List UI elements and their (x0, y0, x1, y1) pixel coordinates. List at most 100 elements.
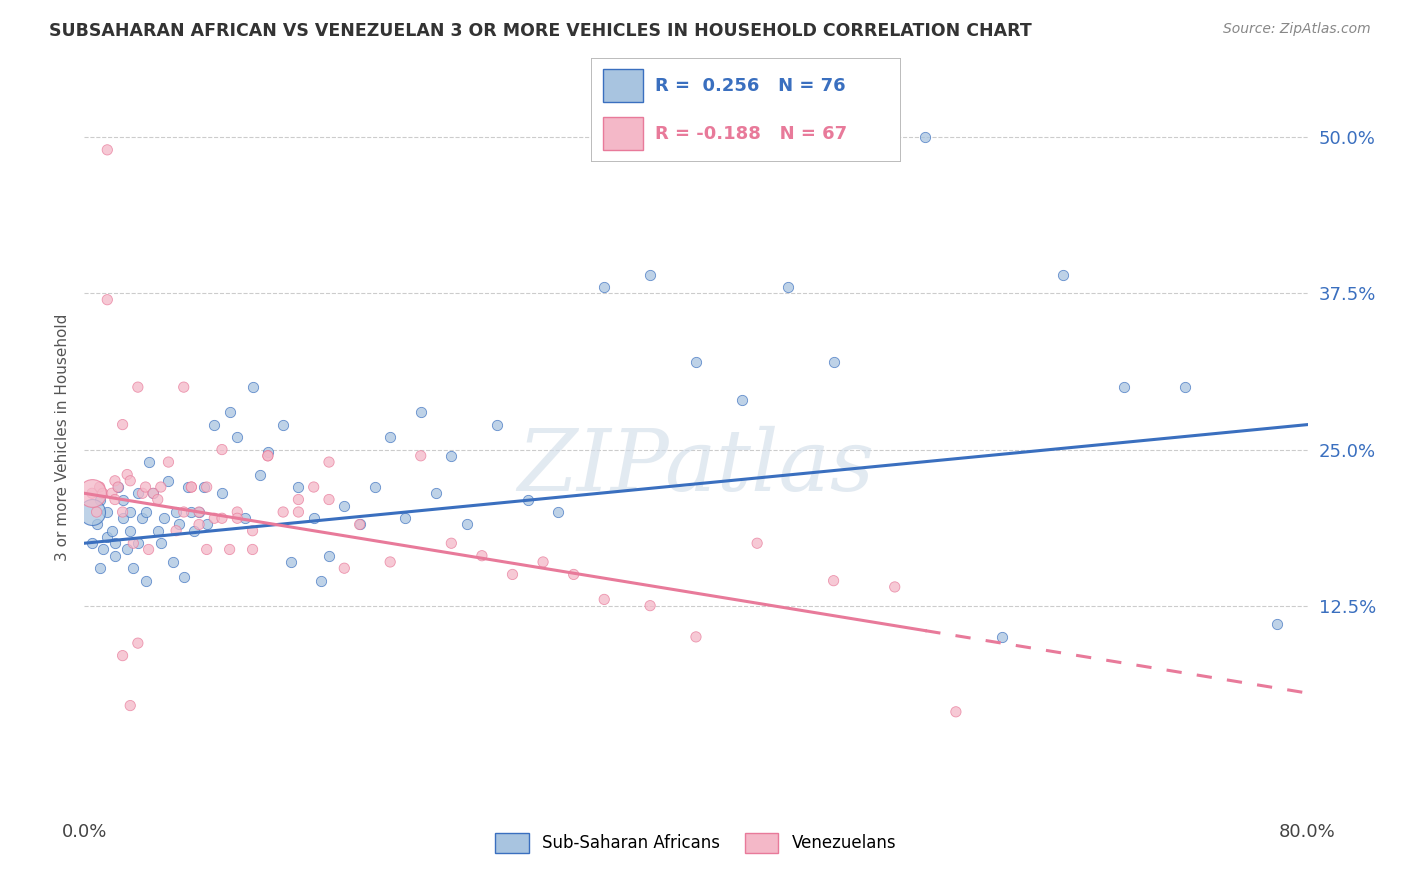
Point (111, 492, 134, 507)
Point (135, 505, 157, 519)
Point (135, 480, 157, 494)
Point (96, 505, 118, 519)
Point (195, 480, 218, 494)
Point (425, 486, 447, 500)
Point (486, 417, 509, 432)
Point (349, 517, 371, 532)
Point (138, 542, 160, 557)
Point (127, 636, 149, 650)
Point (257, 449, 280, 463)
Point (104, 492, 127, 507)
Point (311, 574, 333, 588)
Point (89, 480, 111, 494)
Point (226, 511, 249, 525)
Point (1174, 380, 1197, 394)
Point (173, 380, 195, 394)
Text: ZIPatlas: ZIPatlas (517, 425, 875, 508)
Point (80, 486, 103, 500)
Point (394, 511, 416, 525)
Point (318, 455, 340, 469)
Point (249, 467, 271, 482)
Point (287, 505, 309, 519)
Point (409, 405, 432, 419)
Point (193, 480, 215, 494)
Point (115, 542, 138, 557)
Point (1114, 380, 1136, 394)
Point (120, 698, 142, 713)
Point (165, 505, 187, 519)
Point (257, 445, 280, 459)
Point (157, 474, 180, 488)
Point (242, 542, 264, 557)
Point (685, 630, 707, 644)
Point (914, 130, 936, 145)
Point (380, 430, 402, 444)
Point (195, 517, 218, 532)
Point (127, 486, 149, 500)
Point (96, 143, 118, 157)
Point (685, 355, 707, 369)
Point (440, 536, 463, 550)
Point (188, 505, 211, 519)
Point (120, 505, 142, 519)
Point (318, 492, 340, 507)
Point (80, 486, 103, 500)
Point (122, 536, 145, 550)
Point (823, 355, 845, 369)
Point (135, 574, 157, 588)
Point (440, 449, 463, 463)
Point (122, 561, 145, 575)
Point (302, 480, 325, 494)
Point (104, 549, 127, 563)
Point (593, 280, 616, 294)
Point (202, 417, 225, 432)
Point (211, 442, 233, 457)
Point (364, 480, 387, 494)
Point (531, 555, 554, 569)
Point (101, 524, 124, 538)
Point (120, 474, 142, 488)
Point (257, 449, 280, 463)
Point (318, 549, 340, 563)
Point (131, 511, 153, 525)
Point (945, 705, 967, 719)
Point (180, 480, 202, 494)
Point (409, 449, 432, 463)
Point (86, 505, 108, 519)
Point (333, 561, 356, 575)
Point (471, 549, 494, 563)
Point (242, 380, 264, 394)
Point (195, 542, 218, 557)
Point (138, 455, 160, 469)
Point (86, 517, 108, 532)
Point (165, 524, 187, 538)
Point (96, 530, 118, 544)
Point (271, 505, 294, 519)
Point (883, 580, 905, 594)
Point (731, 392, 754, 407)
Point (180, 480, 202, 494)
Point (96, 293, 118, 307)
Point (146, 492, 169, 507)
Point (242, 524, 264, 538)
Point (149, 480, 172, 494)
Point (271, 417, 294, 432)
Point (107, 480, 129, 494)
Point (302, 511, 325, 525)
Point (111, 648, 134, 663)
Point (115, 467, 138, 482)
Point (516, 492, 538, 507)
Point (456, 517, 478, 532)
Point (146, 524, 169, 538)
Point (111, 417, 134, 432)
Point (226, 505, 249, 519)
Point (188, 517, 211, 532)
Text: R = -0.188   N = 67: R = -0.188 N = 67 (655, 125, 848, 143)
Point (547, 505, 569, 519)
Point (211, 511, 233, 525)
Point (91, 542, 114, 557)
Point (593, 592, 616, 607)
Point (202, 511, 225, 525)
Point (173, 505, 195, 519)
Point (157, 455, 180, 469)
